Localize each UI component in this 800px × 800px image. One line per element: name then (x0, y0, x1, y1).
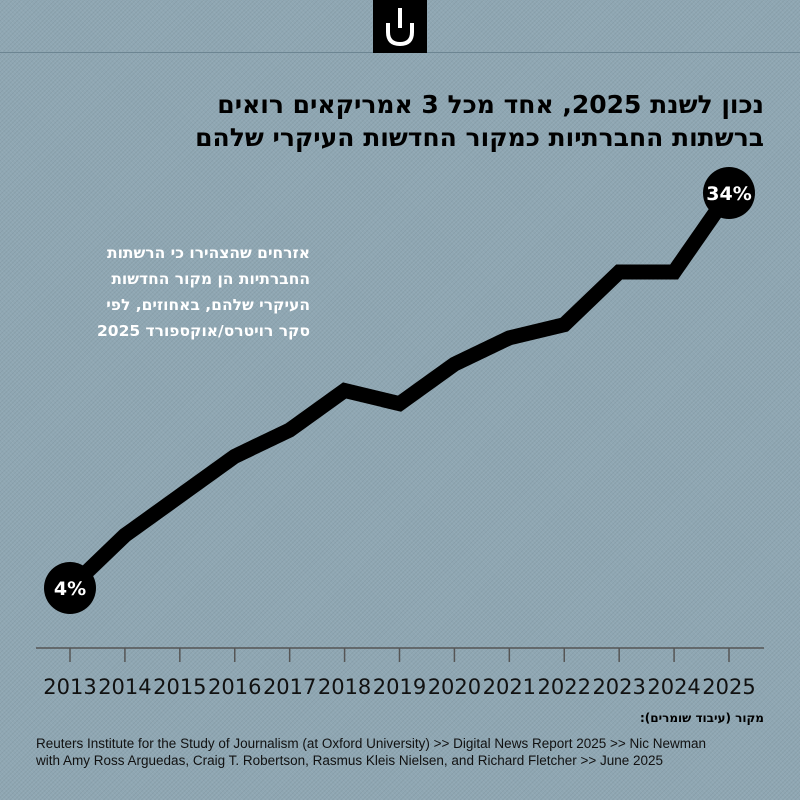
data-point (563, 323, 566, 326)
data-point (343, 389, 346, 392)
x-tick-label: 2023 (592, 675, 645, 699)
chart-title-line-2: ברשתות החברתיות כמקור החדשות העיקרי שלהם (195, 123, 764, 152)
x-tick-label: 2018 (318, 675, 371, 699)
data-label: 4% (54, 578, 86, 600)
x-tick-label: 2019 (373, 675, 426, 699)
data-point (123, 534, 126, 537)
source-heading: מקור (עיבוד שומרים): (639, 711, 764, 725)
data-point (178, 494, 181, 497)
data-point (453, 363, 456, 366)
x-tick-label: 2014 (98, 675, 151, 699)
x-tick-label: 2013 (43, 675, 96, 699)
x-tick-label: 2017 (263, 675, 316, 699)
data-point (288, 429, 291, 431)
x-tick-label: 2024 (647, 675, 700, 699)
data-label: 34% (706, 183, 751, 205)
data-point (233, 455, 236, 458)
x-tick-label: 2020 (428, 675, 481, 699)
x-tick-label: 2016 (208, 675, 261, 699)
annotation-line-2: החברתיות הן מקור החדשות (111, 270, 310, 288)
chart-annotation: אזרחים שהצהירו כי הרשתות החברתיות הן מקו… (50, 240, 310, 344)
data-label-badge (44, 562, 96, 614)
data-point (508, 336, 511, 339)
annotation-line-4: סקר רויטרס/אוקספורד 2025 (97, 322, 310, 340)
annotation-line-3: העיקרי שלהם, באחוזים, לפי (106, 296, 310, 314)
x-tick-label: 2025 (702, 675, 755, 699)
x-tick-label: 2022 (538, 675, 591, 699)
chart-title-line-1: נכון לשנת 2025, אחד מכל 3 אמריקאים רואים (217, 90, 764, 119)
series-line (64, 188, 736, 594)
publisher-logo (373, 0, 427, 53)
source-citation: Reuters Institute for the Study of Journ… (36, 735, 756, 769)
x-tick-label: 2015 (153, 675, 206, 699)
x-tick-label: 2021 (483, 675, 536, 699)
data-point (398, 402, 401, 405)
data-point (673, 271, 676, 273)
annotation-line-1: אזרחים שהצהירו כי הרשתות (107, 244, 310, 262)
source-line-1: Reuters Institute for the Study of Journ… (36, 736, 707, 751)
chart-title: נכון לשנת 2025, אחד מכל 3 אמריקאים רואים… (44, 88, 764, 154)
source-line-2: with Amy Ross Arguedas, Craig T. Roberts… (36, 753, 664, 768)
data-label-badge (703, 167, 755, 219)
logo-mark-icon (386, 8, 414, 47)
data-point (618, 271, 621, 273)
